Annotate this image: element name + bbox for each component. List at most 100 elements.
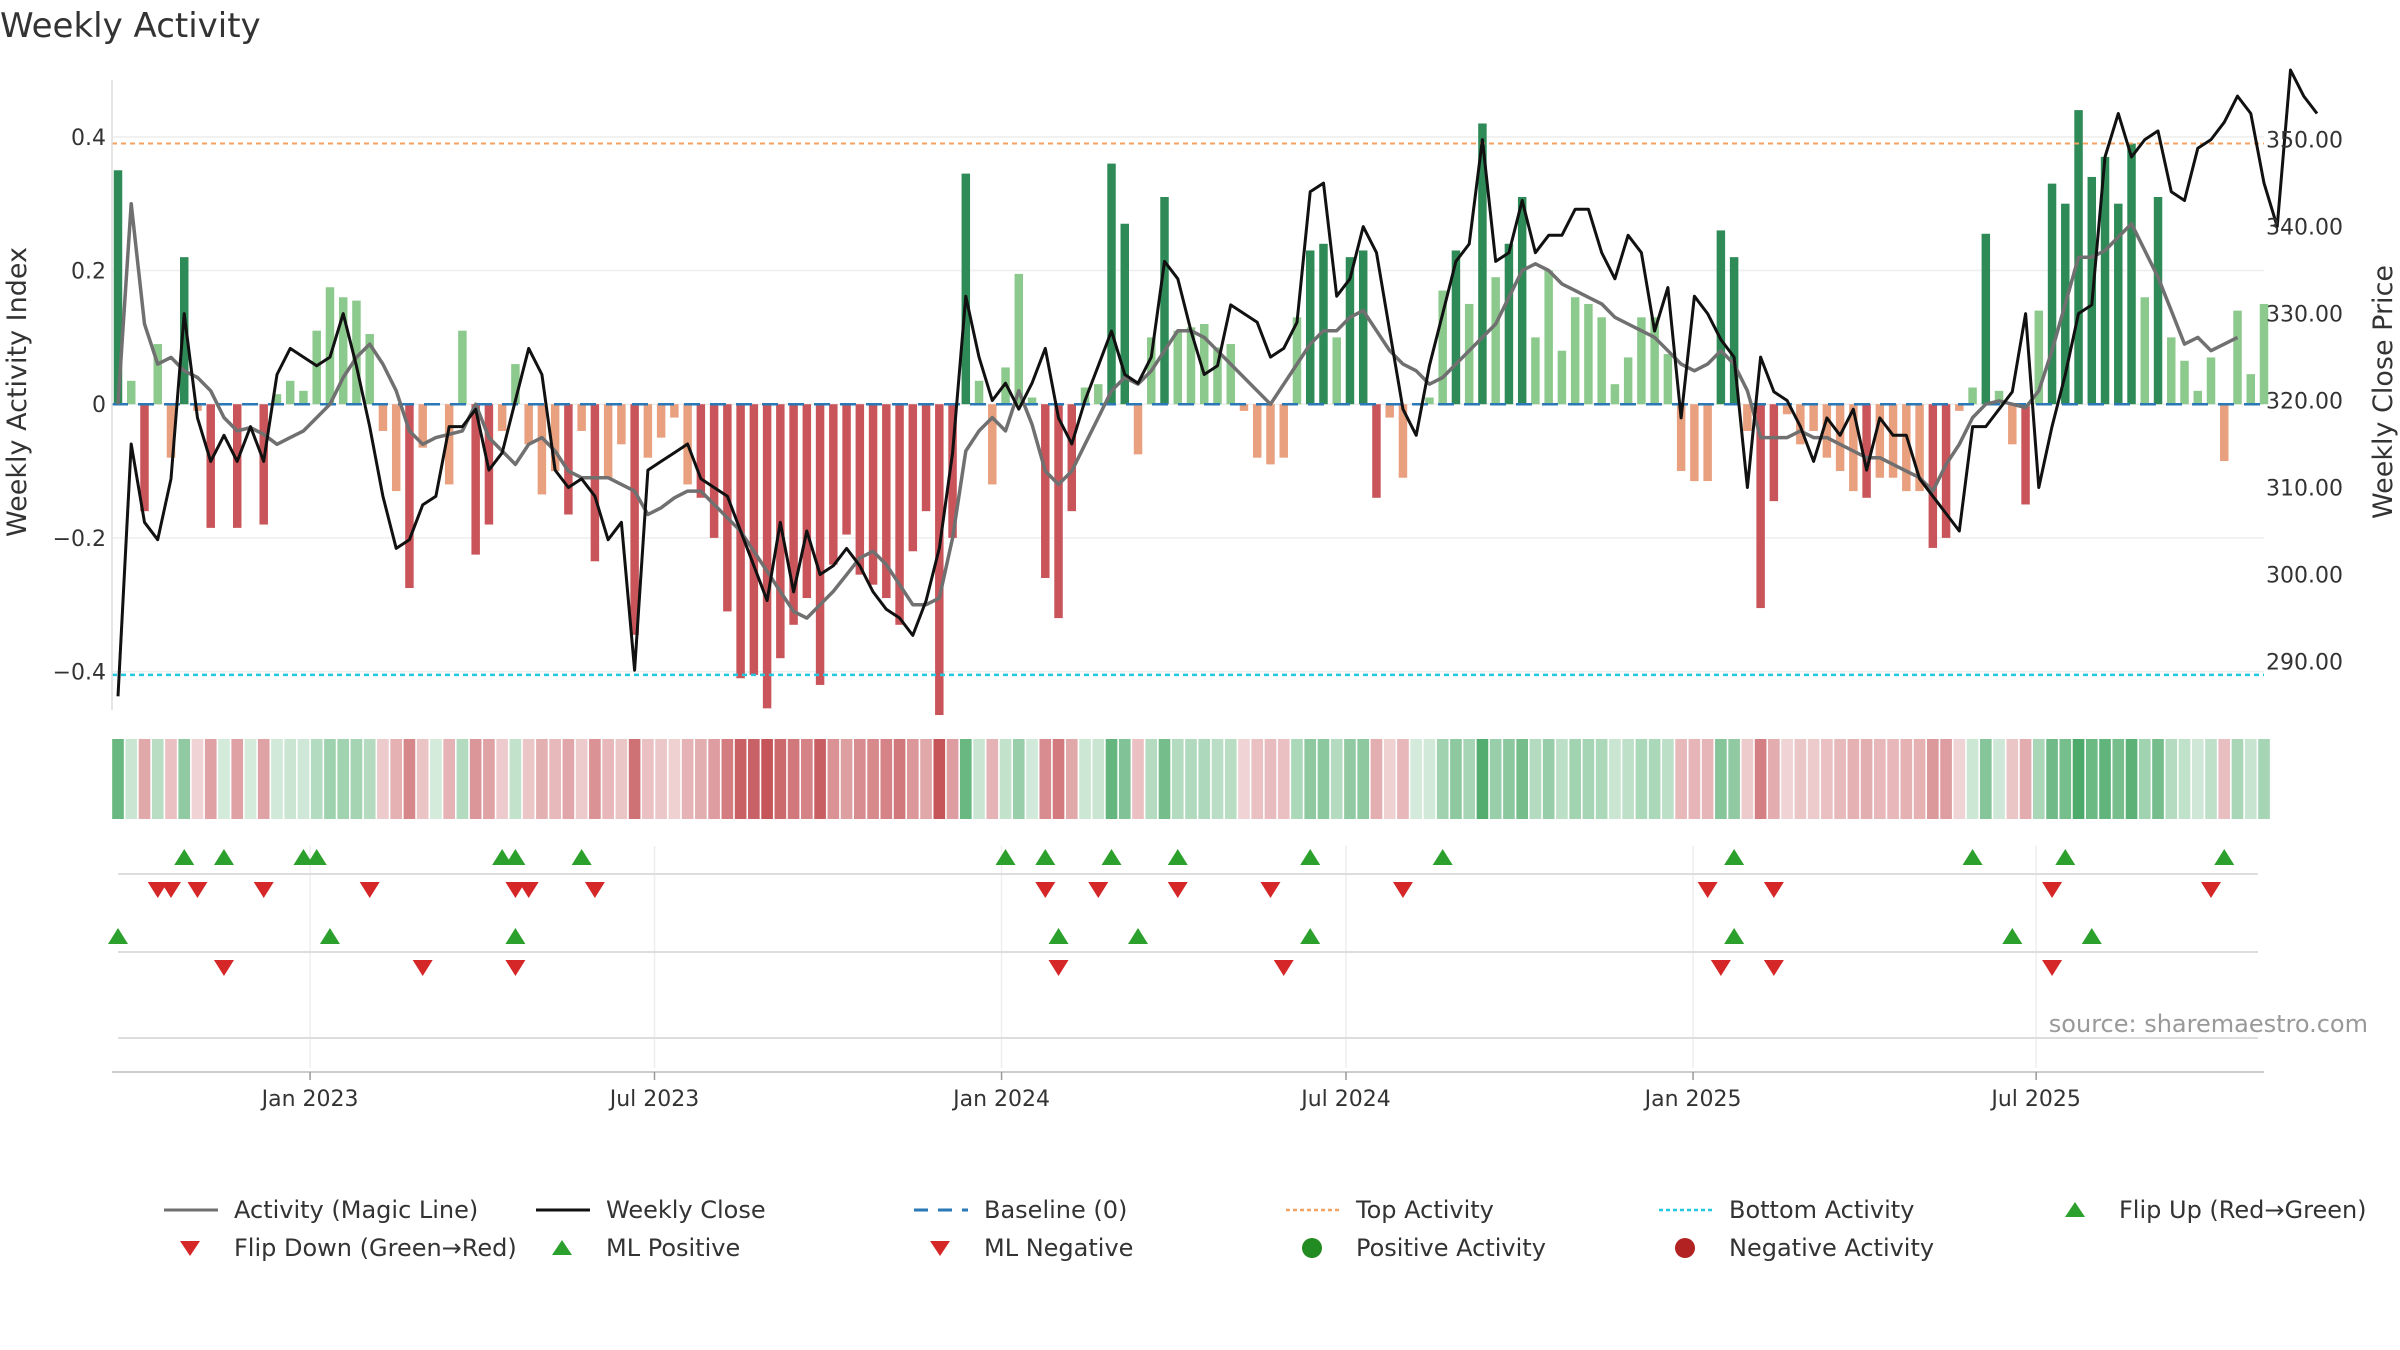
activity-bar	[140, 404, 149, 512]
y-right-tick-label: 350.00	[2266, 129, 2343, 154]
heat-cell	[1542, 739, 1555, 819]
legend-label: Flip Up (Red→Green)	[2119, 1196, 2367, 1224]
activity-bar	[1782, 404, 1792, 415]
heat-cell	[469, 739, 482, 819]
activity-bar	[1875, 404, 1885, 478]
activity-bar	[882, 404, 891, 599]
heat-cell	[1012, 739, 1025, 819]
activity-bar	[895, 404, 904, 625]
cyan-dot-line-icon	[1659, 1208, 1713, 1212]
activity-bar	[497, 404, 507, 431]
heat-cell	[1052, 739, 1065, 819]
legend-item-bottom: Bottom Activity	[1655, 1196, 1914, 1224]
y-left-tick-label: 0.4	[71, 126, 106, 151]
ml-positive-marker	[1128, 928, 1149, 944]
x-tick-label: Jul 2025	[1989, 1087, 2081, 1112]
heat-cell	[1450, 739, 1462, 819]
heat-cell	[2218, 739, 2231, 819]
activity-bar	[1451, 250, 1461, 405]
legend-label: ML Positive	[606, 1234, 741, 1262]
activity-bar	[1637, 317, 1646, 405]
ml-positive-marker	[1048, 928, 1069, 944]
flip-up-marker	[1962, 849, 1983, 865]
heat-cell	[231, 739, 244, 819]
heat-cell	[2085, 739, 2098, 819]
legend-label: Top Activity	[1356, 1196, 1494, 1224]
activity-bar	[2127, 143, 2136, 405]
activity-bar	[1372, 404, 1381, 498]
activity-bar	[1504, 243, 1514, 405]
heat-cell	[986, 739, 999, 819]
activity-bar	[2153, 197, 2163, 405]
activity-bar	[1703, 404, 1712, 482]
heat-cell	[827, 739, 840, 819]
heat-cell	[244, 739, 257, 819]
activity-bar	[537, 404, 547, 495]
activity-bar	[1862, 404, 1871, 498]
activity-bar	[1478, 123, 1487, 405]
legend-item-posact: Positive Activity	[1282, 1234, 1546, 1262]
heat-cell	[509, 739, 522, 819]
activity-bar	[1690, 404, 1699, 482]
legend-label: Activity (Magic Line)	[234, 1196, 479, 1224]
green-circle-icon	[1302, 1238, 1322, 1258]
activity-bar	[1398, 404, 1408, 478]
flip-down-marker	[147, 882, 168, 898]
heat-cell	[734, 739, 747, 819]
activity-bar	[935, 404, 944, 716]
heat-cell	[284, 739, 297, 819]
heat-cell	[1026, 739, 1038, 819]
legend-item-baseline: Baseline (0)	[910, 1196, 1127, 1224]
heat-cell	[668, 739, 681, 819]
heat-cell	[1595, 739, 1608, 819]
legend-item-flipdown: Flip Down (Green→Red)	[160, 1234, 517, 1262]
heat-cell	[1489, 739, 1502, 819]
heat-cell	[695, 739, 707, 819]
activity-bar	[1252, 404, 1262, 458]
ml-positive-marker	[2002, 928, 2023, 944]
activity-bar	[1041, 404, 1050, 578]
heat-cell	[2165, 739, 2178, 819]
heat-cell	[1794, 739, 1807, 819]
heat-cell	[1503, 739, 1515, 819]
activity-bar	[206, 404, 215, 528]
activity-bar	[272, 394, 282, 405]
heat-cell	[2258, 739, 2270, 819]
heat-cell	[1383, 739, 1396, 819]
y-right-axis-label: Weekly Close Price	[2368, 265, 2399, 519]
heat-cell	[615, 739, 628, 819]
activity-bar	[2259, 303, 2269, 405]
heat-cell	[165, 739, 177, 819]
x-axis: Jan 2023 Jul 2023 Jan 2024 Jul 2024 Jan 2025…	[112, 1071, 2264, 1112]
heat-cell	[946, 739, 959, 819]
activity-bar	[590, 404, 600, 562]
activity-bar	[1438, 290, 1447, 405]
heat-cell	[1529, 739, 1542, 819]
heat-cell	[1993, 739, 2005, 819]
flip-down-marker	[518, 882, 539, 898]
heat-cell	[880, 739, 893, 819]
flip-up-marker	[1300, 849, 1321, 865]
activity-bar	[603, 404, 613, 478]
activity-bar	[829, 404, 838, 565]
heat-cell	[1582, 739, 1595, 819]
flip-down-marker	[1260, 882, 1281, 898]
heat-cell	[403, 739, 416, 819]
heat-cell	[2032, 739, 2045, 819]
heat-cell	[1330, 739, 1343, 819]
activity-bar	[974, 380, 984, 405]
flip-up-marker	[571, 849, 592, 865]
activity-bar	[1676, 404, 1686, 472]
heat-cell	[1569, 739, 1581, 819]
activity-bar	[2100, 156, 2110, 405]
activity-bar	[299, 390, 308, 405]
activity-bar	[1902, 404, 1911, 492]
heat-cell	[1635, 739, 1648, 819]
activity-bar	[285, 380, 295, 405]
y-right-tick-label: 330.00	[2266, 303, 2343, 328]
activity-bar	[113, 170, 123, 405]
heat-cell	[575, 739, 588, 819]
activity-bar	[1027, 397, 1037, 405]
activity-bar	[643, 404, 653, 458]
flip-up-marker	[2055, 849, 2076, 865]
